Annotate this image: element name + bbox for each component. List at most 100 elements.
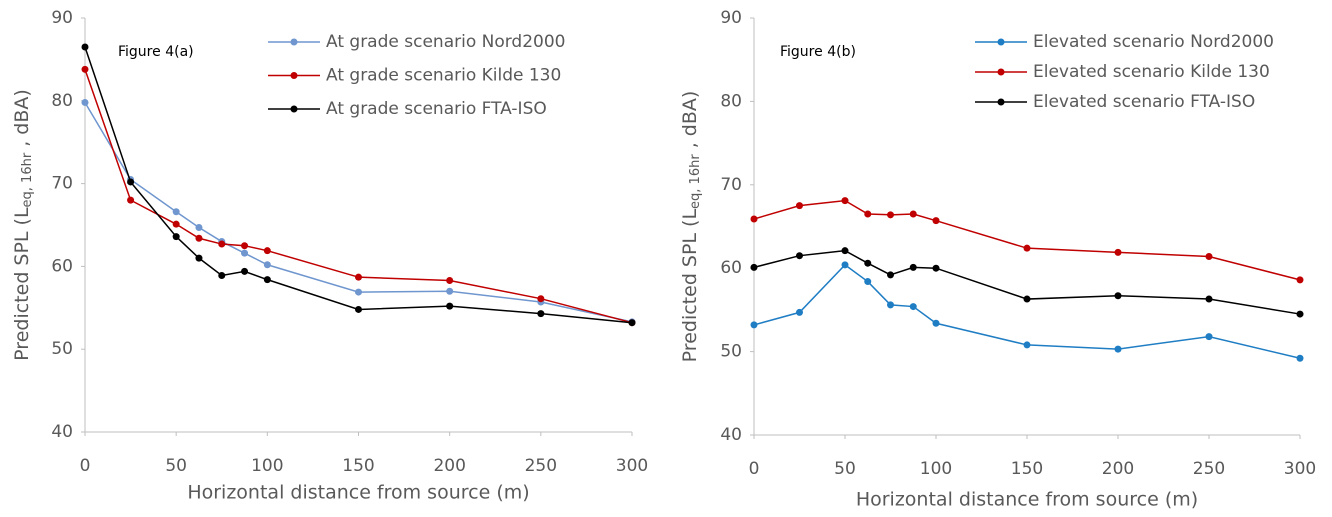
x-tick-label: 250	[1193, 459, 1225, 479]
data-point	[1114, 292, 1122, 300]
data-point	[263, 276, 271, 284]
data-point	[864, 278, 872, 286]
x-tick-label: 100	[251, 456, 283, 476]
data-point	[628, 319, 636, 327]
data-point	[887, 271, 894, 279]
data-point	[1114, 248, 1122, 256]
data-point	[841, 247, 849, 255]
legend-marker	[997, 38, 1005, 46]
data-point	[81, 98, 89, 106]
x-tick-label: 50	[834, 459, 856, 479]
x-tick-label: 200	[433, 456, 465, 476]
data-point	[218, 272, 226, 280]
y-tick-label: 40	[720, 425, 742, 445]
data-point	[241, 249, 249, 257]
legend-marker	[997, 68, 1005, 76]
data-point	[537, 295, 545, 303]
legend-label: Elevated scenario Nord2000	[1033, 32, 1274, 52]
y-axis-title: Predicted SPL (Leq, 16hr , dBA)	[679, 91, 703, 363]
data-point	[1023, 244, 1031, 252]
y-tick-label: 80	[720, 91, 742, 111]
y-axis-title-suffix: , dBA)	[11, 89, 33, 153]
data-point	[241, 242, 249, 250]
y-tick-label: 40	[51, 422, 73, 442]
data-point	[263, 261, 271, 269]
legend-marker	[290, 105, 298, 113]
x-tick-label: 300	[1284, 459, 1316, 479]
data-point	[1114, 345, 1122, 353]
legend-label: At grade scenario Nord2000	[326, 32, 566, 52]
data-point	[796, 202, 803, 210]
data-point	[1205, 333, 1213, 341]
data-point	[355, 273, 362, 281]
x-tick-label: 200	[1102, 459, 1134, 479]
data-point	[932, 217, 940, 225]
x-tick-label: 0	[749, 459, 760, 479]
legend-label: At grade scenario Kilde 130	[326, 66, 561, 86]
data-point	[1023, 295, 1031, 303]
data-point	[127, 178, 135, 186]
y-tick-label: 60	[51, 256, 73, 276]
data-point	[446, 287, 454, 295]
y-axis-title-subscript: eq, 16hr	[20, 152, 35, 207]
legend-marker	[290, 38, 298, 46]
y-axis-title-suffix: , dBA)	[679, 91, 701, 155]
data-point	[796, 308, 803, 316]
y-tick-label: 90	[51, 8, 73, 28]
y-axis-title-subscript: eq, 16hr	[688, 154, 703, 209]
annotation: Figure 4(b)	[780, 44, 856, 60]
data-point	[446, 302, 454, 310]
data-point	[864, 259, 872, 267]
data-point	[750, 321, 758, 329]
x-tick-label: 250	[525, 456, 557, 476]
data-point	[909, 263, 917, 271]
y-tick-label: 60	[720, 258, 742, 278]
data-point	[218, 240, 226, 248]
y-tick-label: 50	[720, 342, 742, 362]
y-tick-label: 90	[720, 8, 742, 28]
data-point	[172, 208, 180, 216]
annotation: Figure 4(a)	[118, 44, 194, 60]
data-point	[1023, 341, 1031, 349]
data-point	[81, 43, 89, 51]
legend-marker	[290, 72, 298, 79]
data-point	[446, 276, 454, 284]
series-line	[753, 199, 1301, 281]
x-tick-label: 50	[165, 456, 187, 476]
y-tick-label: 80	[51, 91, 73, 111]
data-point	[241, 267, 249, 275]
data-point	[195, 254, 203, 262]
y-axis-title-text: Predicted SPL (L	[11, 207, 33, 361]
data-point	[195, 223, 203, 231]
y-tick-label: 70	[51, 174, 73, 194]
x-tick-label: 150	[1011, 459, 1043, 479]
x-axis-title: Horizontal distance from source (m)	[187, 482, 529, 504]
y-axis-title-text: Predicted SPL (L	[679, 209, 701, 363]
data-point	[172, 220, 180, 228]
data-point	[887, 211, 894, 219]
data-point	[887, 301, 894, 309]
data-point	[1205, 253, 1213, 261]
data-point	[195, 234, 203, 242]
y-axis-title: Predicted SPL (Leq, 16hr , dBA)	[11, 89, 35, 361]
data-point	[1296, 310, 1304, 318]
data-point	[263, 247, 271, 255]
data-point	[1296, 276, 1304, 284]
data-point	[932, 264, 940, 272]
data-point	[750, 215, 758, 223]
data-point	[841, 261, 849, 269]
data-point	[172, 233, 180, 241]
x-axis-title: Horizontal distance from source (m)	[856, 489, 1198, 511]
data-point	[796, 252, 803, 260]
data-point	[1296, 354, 1304, 362]
series-line	[84, 46, 633, 324]
data-point	[841, 197, 849, 205]
x-tick-label: 150	[342, 456, 374, 476]
data-point	[355, 305, 362, 313]
data-point	[909, 303, 917, 311]
y-tick-label: 70	[720, 175, 742, 195]
x-tick-label: 0	[80, 456, 91, 476]
data-point	[750, 263, 758, 271]
x-tick-label: 300	[616, 456, 648, 476]
